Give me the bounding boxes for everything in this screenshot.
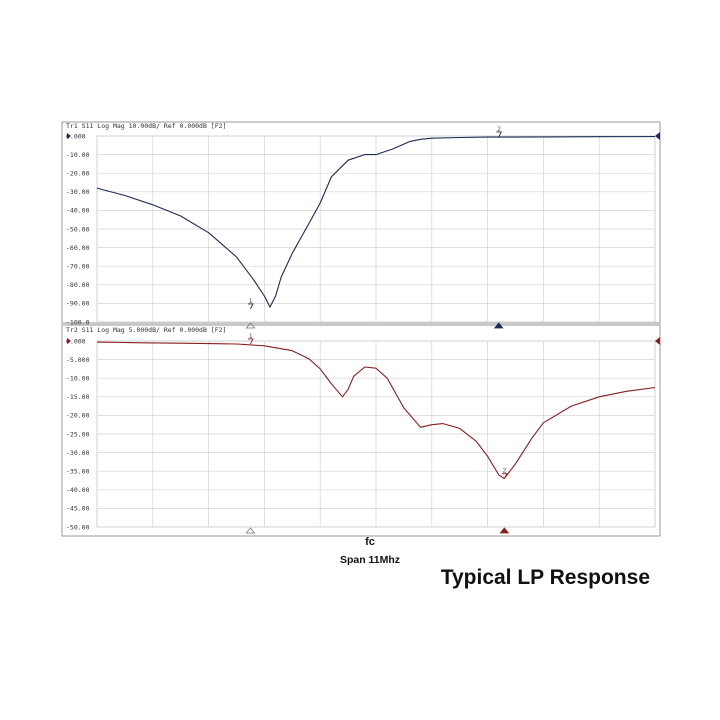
- trace-header: Tr2 S11 Log Mag 5.000dB/ Ref 0.000dB [F2…: [66, 326, 226, 334]
- y-tick-label: -100.0: [66, 318, 90, 326]
- ref-level-arrow-left: [67, 338, 71, 344]
- y-tick-label: -90.00: [66, 300, 90, 308]
- span-label: Span 11Mhz: [339, 554, 401, 566]
- marker-axis-triangle: [245, 322, 256, 329]
- y-tick-label: -40.00: [66, 486, 90, 494]
- x-center-label: fc: [365, 536, 375, 548]
- y-tick-label: -50.00: [66, 225, 90, 233]
- trace-header: Tr1 S11 Log Mag 10.00dB/ Ref 0.000dB [F2…: [66, 122, 226, 130]
- marker-label: 2: [503, 467, 507, 475]
- y-tick-label: -20.00: [66, 170, 90, 178]
- trace-line: [96, 136, 656, 308]
- y-tick-label: 0.000: [66, 132, 86, 140]
- y-tick-label: -70.00: [66, 263, 90, 271]
- y-tick-label: -40.00: [66, 207, 90, 215]
- marker-axis-triangle: [245, 527, 256, 534]
- marker-axis-triangle: [493, 322, 504, 329]
- y-tick-label: -80.00: [66, 281, 90, 289]
- marker-glyph: [247, 338, 254, 345]
- y-tick-label: -50.00: [66, 523, 90, 531]
- marker-glyph: [247, 303, 254, 310]
- marker-axis-triangle: [499, 527, 510, 534]
- y-tick-label: -10.00: [66, 151, 90, 159]
- marker-glyph: [501, 473, 508, 479]
- marker-label: 2: [497, 125, 501, 133]
- y-tick-label: -25.00: [66, 430, 90, 438]
- y-tick-label: -35.00: [66, 468, 90, 476]
- ref-level-arrow-left: [67, 133, 71, 139]
- ref-level-arrow: [655, 132, 660, 140]
- marker-glyph: [496, 131, 502, 138]
- y-tick-label: -10.00: [66, 375, 90, 383]
- y-tick-label: -30.00: [66, 449, 90, 457]
- y-tick-label: -45.00: [66, 505, 90, 513]
- marker-label: 1: [249, 297, 253, 305]
- y-tick-label: -60.00: [66, 244, 90, 252]
- bottom-panel: Tr2 S11 Log Mag 5.000dB/ Ref 0.000dB [F2…: [66, 326, 660, 534]
- top-panel: Tr1 S11 Log Mag 10.00dB/ Ref 0.000dB [F2…: [66, 122, 660, 329]
- y-tick-label: -5.000: [66, 356, 90, 364]
- y-tick-label: -30.00: [66, 188, 90, 196]
- trace-line: [96, 341, 656, 480]
- separator-bar: [62, 322, 660, 326]
- chart-caption: Typical LP Response: [440, 566, 650, 589]
- y-tick-label: -20.00: [66, 412, 90, 420]
- marker-label: 1: [249, 332, 253, 340]
- ref-level-arrow: [655, 337, 660, 345]
- y-tick-label: -15.00: [66, 393, 90, 401]
- y-tick-label: 0.000: [66, 337, 86, 345]
